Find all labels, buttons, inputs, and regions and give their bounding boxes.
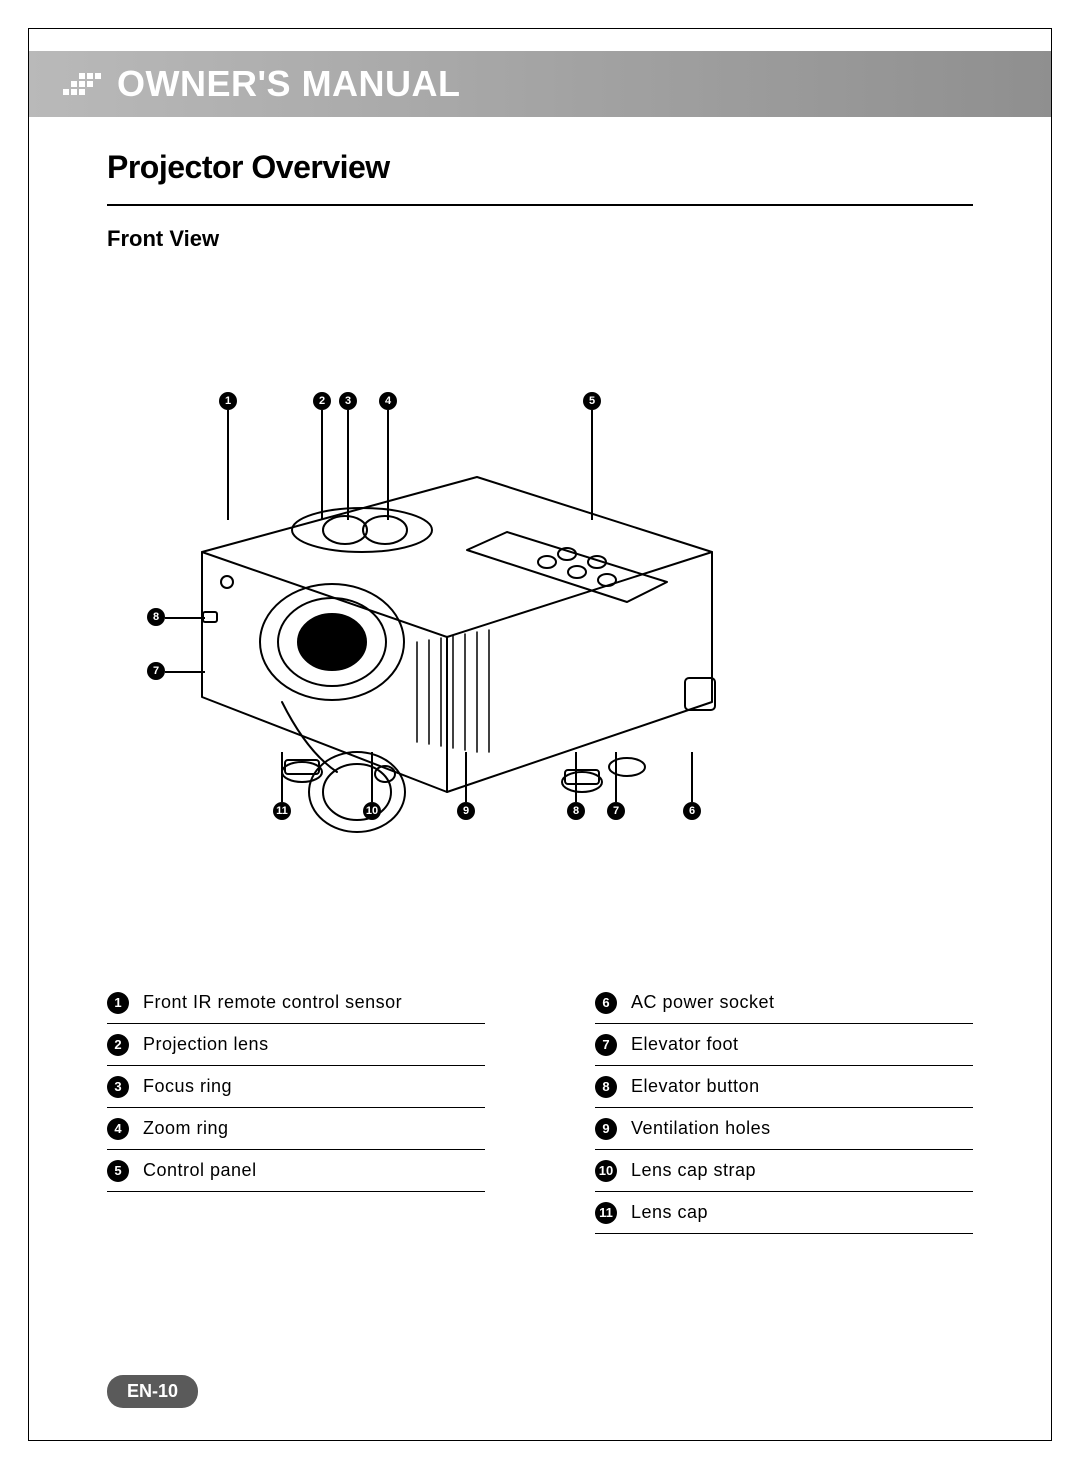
callout-line bbox=[165, 617, 205, 619]
legend-number: 5 bbox=[107, 1160, 129, 1182]
legend-label: AC power socket bbox=[631, 992, 775, 1013]
callout-line bbox=[691, 752, 693, 802]
callout-number: 9 bbox=[457, 802, 475, 820]
legend-number: 6 bbox=[595, 992, 617, 1014]
chevrons-icon bbox=[63, 65, 103, 104]
callout-line bbox=[347, 410, 349, 520]
legend-number: 7 bbox=[595, 1034, 617, 1056]
page-number-badge: EN-10 bbox=[107, 1375, 198, 1408]
legend-row: 7 Elevator foot bbox=[595, 1024, 973, 1066]
callout-line bbox=[615, 752, 617, 802]
header-title: OWNER'S MANUAL bbox=[117, 63, 461, 105]
legend-column-left: 1 Front IR remote control sensor 2 Projecti… bbox=[107, 982, 485, 1234]
callout-line bbox=[465, 752, 467, 802]
subsection-title: Front View bbox=[107, 226, 973, 252]
callout-number: 7 bbox=[607, 802, 625, 820]
legend-column-right: 6 AC power socket 7 Elevator foot 8 Elevator … bbox=[595, 982, 973, 1234]
header-bar: OWNER'S MANUAL bbox=[29, 51, 1051, 117]
legend: 1 Front IR remote control sensor 2 Projecti… bbox=[107, 982, 973, 1234]
page-number: EN-10 bbox=[127, 1381, 178, 1401]
legend-row: 10 Lens cap strap bbox=[595, 1150, 973, 1192]
legend-number: 3 bbox=[107, 1076, 129, 1098]
callout-number: 7 bbox=[147, 662, 165, 680]
legend-row: 9 Ventilation holes bbox=[595, 1108, 973, 1150]
legend-row: 8 Elevator button bbox=[595, 1066, 973, 1108]
legend-label: Projection lens bbox=[143, 1034, 269, 1055]
projector-diagram: 12345 87 11109876 bbox=[107, 282, 973, 902]
legend-number: 9 bbox=[595, 1118, 617, 1140]
legend-label: Lens cap strap bbox=[631, 1160, 756, 1181]
legend-row: 4 Zoom ring bbox=[107, 1108, 485, 1150]
legend-label: Zoom ring bbox=[143, 1118, 229, 1139]
legend-row: 5 Control panel bbox=[107, 1150, 485, 1192]
legend-number: 2 bbox=[107, 1034, 129, 1056]
callout-line bbox=[281, 752, 283, 802]
callout-number: 11 bbox=[273, 802, 291, 820]
callout-number: 5 bbox=[583, 392, 601, 410]
legend-number: 11 bbox=[595, 1202, 617, 1224]
legend-number: 10 bbox=[595, 1160, 617, 1182]
legend-row: 6 AC power socket bbox=[595, 982, 973, 1024]
legend-label: Ventilation holes bbox=[631, 1118, 771, 1139]
legend-row: 2 Projection lens bbox=[107, 1024, 485, 1066]
content-area: Projector Overview Front View bbox=[107, 149, 973, 1234]
legend-number: 4 bbox=[107, 1118, 129, 1140]
legend-label: Front IR remote control sensor bbox=[143, 992, 402, 1013]
legend-number: 1 bbox=[107, 992, 129, 1014]
callout-line bbox=[387, 410, 389, 520]
page-frame: OWNER'S MANUAL Projector Overview Front … bbox=[28, 28, 1052, 1441]
callout-line bbox=[575, 752, 577, 802]
legend-label: Elevator button bbox=[631, 1076, 760, 1097]
legend-number: 8 bbox=[595, 1076, 617, 1098]
callout-line bbox=[227, 410, 229, 520]
callout-number: 3 bbox=[339, 392, 357, 410]
legend-label: Lens cap bbox=[631, 1202, 708, 1223]
section-title: Projector Overview bbox=[107, 149, 973, 186]
legend-row: 1 Front IR remote control sensor bbox=[107, 982, 485, 1024]
legend-label: Focus ring bbox=[143, 1076, 232, 1097]
callout-number: 8 bbox=[567, 802, 585, 820]
callout-line bbox=[591, 410, 593, 520]
legend-row: 3 Focus ring bbox=[107, 1066, 485, 1108]
callout-number: 4 bbox=[379, 392, 397, 410]
callout-number: 8 bbox=[147, 608, 165, 626]
callout-number: 10 bbox=[363, 802, 381, 820]
callout-number: 6 bbox=[683, 802, 701, 820]
callout-number: 1 bbox=[219, 392, 237, 410]
callout-line bbox=[371, 752, 373, 802]
title-underline bbox=[107, 204, 973, 206]
callout-number: 2 bbox=[313, 392, 331, 410]
callout-line bbox=[165, 671, 205, 673]
legend-label: Control panel bbox=[143, 1160, 257, 1181]
callout-line bbox=[321, 410, 323, 520]
legend-row: 11 Lens cap bbox=[595, 1192, 973, 1234]
legend-label: Elevator foot bbox=[631, 1034, 739, 1055]
